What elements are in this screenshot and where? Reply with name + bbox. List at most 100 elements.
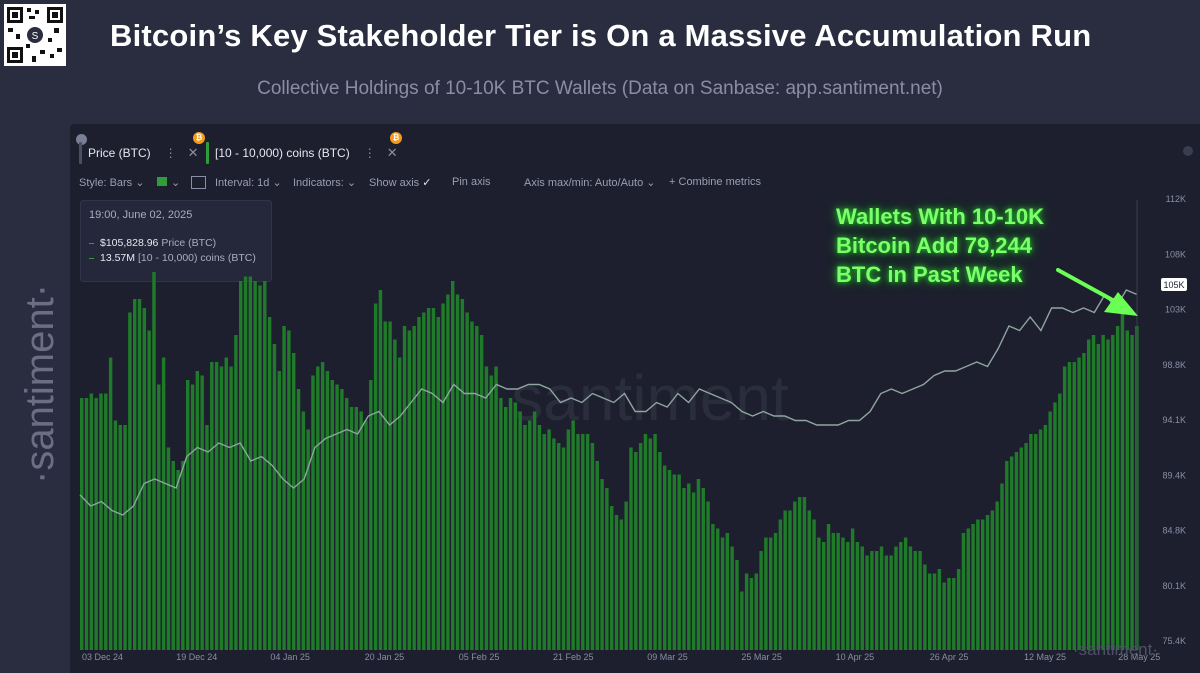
bar [349, 407, 354, 650]
metric-tab-price[interactable]: Price (BTC) ⋮ ✕ [79, 140, 199, 166]
bar [200, 375, 204, 650]
style-dropdown[interactable]: Style: Bars ⌄ [79, 176, 144, 189]
bar [783, 510, 787, 650]
bar [735, 560, 739, 650]
bar [99, 393, 103, 650]
settings-icon[interactable] [1183, 146, 1193, 156]
y-tick-label: 108K [1165, 249, 1186, 259]
bar [913, 551, 917, 650]
bar [402, 326, 407, 650]
combine-metrics-button[interactable]: + Combine metrics [669, 176, 761, 188]
metric-label: [10 - 10,000) coins (BTC) [215, 146, 350, 160]
bar [484, 366, 489, 650]
bar [277, 371, 281, 650]
bar [634, 452, 638, 650]
bar [658, 452, 662, 650]
bar [923, 564, 927, 650]
color-picker-icon[interactable] [157, 177, 167, 186]
bar [210, 362, 214, 650]
bar [542, 434, 546, 650]
bar [118, 425, 122, 650]
bar [566, 429, 571, 650]
bar [186, 380, 190, 650]
bar [1062, 366, 1067, 650]
bar [113, 420, 118, 650]
bar [749, 578, 754, 650]
bar [398, 357, 402, 650]
chevron-down-icon: ⌄ [135, 177, 145, 189]
bar [248, 276, 253, 650]
bar [1130, 335, 1134, 650]
bar [108, 357, 113, 650]
bar [961, 533, 966, 650]
bar [643, 434, 648, 650]
metric-tab-holdings[interactable]: [10 - 10,000) coins (BTC) ⋮ ✕ [206, 140, 398, 166]
bar [937, 569, 942, 650]
lock-icon [76, 134, 87, 145]
bar [359, 411, 363, 650]
corner-brand-logo: ·santiment· [1073, 640, 1158, 659]
bar [181, 461, 185, 650]
bar [1029, 434, 1033, 650]
bar-series [80, 272, 1139, 650]
chevron-down-icon[interactable]: ⌄ [171, 177, 181, 189]
metric-color-swatch [79, 142, 82, 164]
show-axis-toggle[interactable]: Show axis ✓ [369, 176, 431, 189]
more-options-icon[interactable]: ⋮ [363, 146, 377, 160]
bar [364, 420, 368, 650]
bar [1024, 443, 1028, 650]
bar [557, 443, 561, 650]
x-tick-label: 05 Feb 25 [459, 652, 500, 662]
qr-code-graphic: S [4, 4, 66, 66]
bar [263, 281, 267, 650]
y-axis: 112K 108K 103K 98.8K 94.1K 89.4K 84.8K 80.1K 75.… [1162, 194, 1186, 646]
pin-axis-toggle[interactable]: Pin axis [452, 176, 491, 188]
calendar-icon[interactable] [191, 176, 206, 189]
bar [239, 281, 243, 650]
bar [590, 443, 595, 650]
x-tick-label: 26 Apr 25 [930, 652, 969, 662]
bar [1091, 335, 1096, 650]
bar [624, 501, 628, 650]
bar [903, 537, 908, 650]
bar [369, 380, 373, 650]
bar [841, 537, 845, 650]
bar [80, 398, 84, 650]
bar [306, 429, 310, 650]
annotation-arrow [1056, 268, 1138, 316]
bar [518, 411, 522, 650]
bar [836, 533, 840, 650]
bar [807, 510, 811, 650]
x-tick-label: 19 Dec 24 [176, 652, 217, 662]
interval-dropdown[interactable]: Interval: 1d ⌄ [215, 176, 282, 189]
bar [638, 443, 643, 650]
bar [94, 398, 98, 650]
bar [648, 438, 652, 650]
page-title: Bitcoin’s Key Stakeholder Tier is On a M… [110, 18, 1092, 53]
x-tick-label: 04 Jan 25 [270, 652, 310, 662]
close-icon[interactable]: ✕ [386, 145, 398, 160]
bar [152, 272, 156, 650]
bar [532, 411, 537, 650]
tooltip-price-value: $105,828.96 [100, 237, 159, 249]
indicators-dropdown[interactable]: Indicators: ⌄ [293, 176, 356, 189]
current-price-marker [1161, 278, 1187, 291]
tooltip-holdings-row: 13.57M [10 - 10,000) coins (BTC) [89, 252, 256, 264]
bar [850, 528, 855, 650]
x-tick-label: 12 May 25 [1024, 652, 1066, 662]
bar [272, 344, 277, 650]
axis-minmax-dropdown[interactable]: Axis max/min: Auto/Auto ⌄ [524, 176, 656, 189]
bar [1101, 335, 1105, 650]
bar [335, 384, 339, 650]
more-options-icon[interactable]: ⋮ [164, 146, 178, 160]
bar [205, 425, 209, 650]
plus-icon: + [669, 176, 676, 188]
bar [171, 461, 175, 650]
close-icon[interactable]: ✕ [187, 145, 199, 160]
bar [855, 542, 860, 650]
bar [1048, 411, 1052, 650]
tooltip-price-row: $105,828.96 Price (BTC) [89, 237, 216, 249]
x-tick-label: 21 Feb 25 [553, 652, 594, 662]
bar [267, 317, 272, 650]
bar [720, 537, 725, 650]
